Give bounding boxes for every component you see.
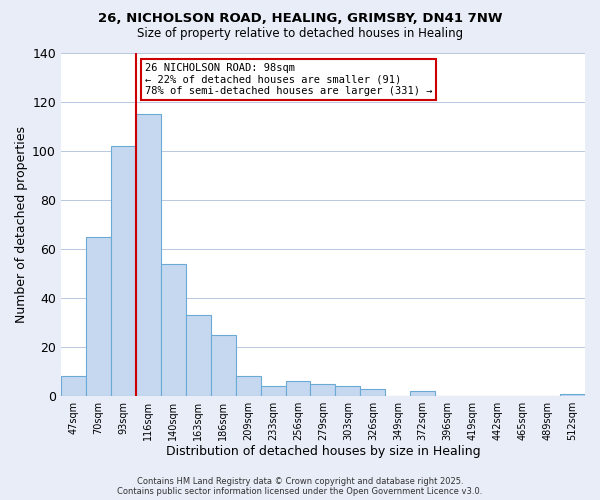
- X-axis label: Distribution of detached houses by size in Healing: Distribution of detached houses by size …: [166, 444, 480, 458]
- Y-axis label: Number of detached properties: Number of detached properties: [15, 126, 28, 323]
- Bar: [86, 236, 111, 396]
- Bar: [410, 391, 435, 396]
- Text: 26 NICHOLSON ROAD: 98sqm
← 22% of detached houses are smaller (91)
78% of semi-d: 26 NICHOLSON ROAD: 98sqm ← 22% of detach…: [145, 63, 432, 96]
- Bar: [211, 334, 236, 396]
- Text: Contains public sector information licensed under the Open Government Licence v3: Contains public sector information licen…: [118, 487, 482, 496]
- Bar: [136, 114, 161, 396]
- Text: Size of property relative to detached houses in Healing: Size of property relative to detached ho…: [137, 28, 463, 40]
- Bar: [286, 382, 310, 396]
- Bar: [161, 264, 185, 396]
- Bar: [560, 394, 585, 396]
- Bar: [260, 386, 286, 396]
- Bar: [335, 386, 361, 396]
- Text: Contains HM Land Registry data © Crown copyright and database right 2025.: Contains HM Land Registry data © Crown c…: [137, 477, 463, 486]
- Text: 26, NICHOLSON ROAD, HEALING, GRIMSBY, DN41 7NW: 26, NICHOLSON ROAD, HEALING, GRIMSBY, DN…: [98, 12, 502, 26]
- Bar: [361, 388, 385, 396]
- Bar: [236, 376, 260, 396]
- Bar: [61, 376, 86, 396]
- Bar: [185, 315, 211, 396]
- Bar: [310, 384, 335, 396]
- Bar: [111, 146, 136, 396]
